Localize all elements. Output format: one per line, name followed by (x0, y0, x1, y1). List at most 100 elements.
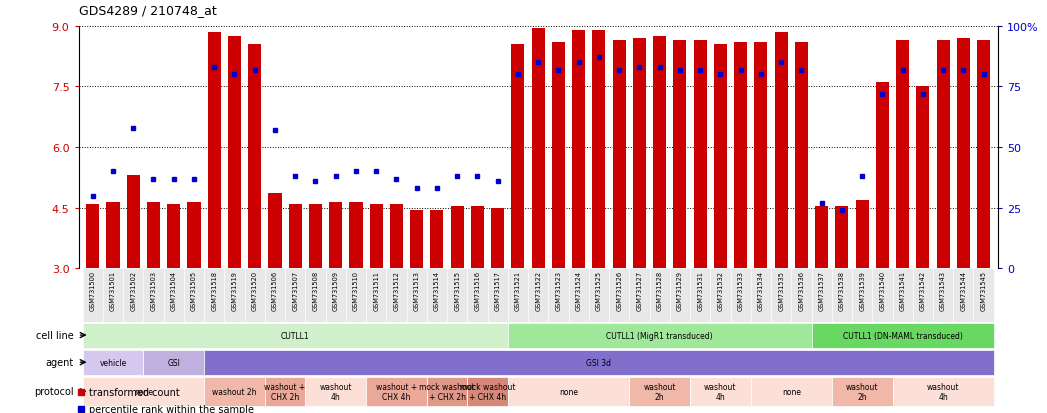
Bar (629, 268, 649, 322)
Bar (187, 202, 201, 268)
Bar (795, 43, 808, 268)
Text: GSM731520: GSM731520 (251, 270, 258, 310)
Bar (204, 377, 265, 406)
Bar (488, 268, 508, 322)
Text: GSM731514: GSM731514 (433, 270, 440, 310)
Bar (792, 268, 811, 322)
Text: GSM731516: GSM731516 (474, 270, 481, 310)
Bar (427, 377, 467, 406)
Bar (511, 45, 525, 268)
Bar (875, 83, 889, 268)
Bar (508, 268, 528, 322)
Text: GSM731513: GSM731513 (414, 270, 420, 310)
Bar (329, 202, 342, 268)
Bar (147, 202, 160, 268)
Bar (690, 377, 751, 406)
Bar (285, 268, 306, 322)
Text: GSM731500: GSM731500 (90, 270, 95, 310)
Text: agent: agent (46, 357, 74, 367)
Bar (346, 268, 366, 322)
Text: GSM731539: GSM731539 (860, 270, 865, 310)
Bar (771, 268, 792, 322)
Text: washout 2h: washout 2h (213, 387, 257, 396)
Bar (731, 268, 751, 322)
Text: CUTLL1 (DN-MAML transduced): CUTLL1 (DN-MAML transduced) (843, 331, 962, 340)
Bar (916, 87, 930, 268)
Bar (168, 204, 180, 268)
Bar (953, 268, 974, 322)
Text: GSM731526: GSM731526 (616, 270, 622, 310)
Bar (204, 268, 224, 322)
Bar (673, 41, 687, 268)
Bar (350, 202, 362, 268)
Text: washout +
CHX 4h: washout + CHX 4h (376, 382, 417, 401)
Bar (532, 29, 544, 268)
Text: GSM731517: GSM731517 (494, 270, 500, 310)
Text: GSM731542: GSM731542 (920, 270, 926, 310)
Text: GSM731502: GSM731502 (130, 270, 136, 310)
Text: GSM731521: GSM731521 (515, 270, 521, 310)
Bar (751, 377, 831, 406)
Bar (86, 204, 99, 268)
Bar (103, 268, 124, 322)
Text: GSM731541: GSM731541 (899, 270, 906, 310)
Text: washout
4h: washout 4h (319, 382, 352, 401)
Bar (855, 200, 869, 268)
Text: GSM731515: GSM731515 (454, 270, 461, 310)
Text: GSM731509: GSM731509 (333, 270, 338, 310)
Text: GSM731504: GSM731504 (171, 270, 177, 310)
Text: washout
4h: washout 4h (705, 382, 737, 401)
Text: GSI: GSI (168, 358, 180, 367)
Bar (892, 377, 994, 406)
Text: none: none (559, 387, 578, 396)
Bar (836, 206, 848, 268)
Bar (653, 37, 666, 268)
Text: GSM731503: GSM731503 (151, 270, 156, 310)
Bar (693, 41, 707, 268)
Text: GSM731527: GSM731527 (637, 270, 643, 310)
Bar (83, 323, 508, 348)
Bar (366, 268, 386, 322)
Text: GSM731525: GSM731525 (596, 270, 602, 310)
Bar (632, 39, 646, 268)
Text: GSM731501: GSM731501 (110, 270, 116, 310)
Bar (957, 39, 970, 268)
Bar (896, 41, 909, 268)
Text: cell line: cell line (37, 330, 74, 340)
Text: percentile rank within the sample: percentile rank within the sample (89, 404, 253, 413)
Bar (83, 377, 204, 406)
Bar (649, 268, 670, 322)
Bar (588, 268, 609, 322)
Bar (386, 268, 406, 322)
Text: CUTLL1 (MigR1 transduced): CUTLL1 (MigR1 transduced) (606, 331, 713, 340)
Bar (572, 31, 585, 268)
Text: CUTLL1: CUTLL1 (281, 331, 310, 340)
Bar (936, 41, 950, 268)
Bar (892, 268, 913, 322)
Bar (549, 268, 569, 322)
Bar (508, 323, 811, 348)
Bar (83, 268, 103, 322)
Bar (143, 268, 163, 322)
Bar (815, 206, 828, 268)
Text: washout +
CHX 2h: washout + CHX 2h (265, 382, 306, 401)
Bar (427, 268, 447, 322)
Bar (491, 208, 505, 268)
Bar (306, 268, 326, 322)
Bar (831, 268, 852, 322)
Text: washout
4h: washout 4h (927, 382, 959, 401)
Text: none: none (782, 387, 801, 396)
Text: GSM731543: GSM731543 (940, 270, 946, 310)
Text: GSM731508: GSM731508 (312, 270, 318, 310)
Bar (710, 268, 731, 322)
Text: GDS4289 / 210748_at: GDS4289 / 210748_at (79, 4, 217, 17)
Bar (184, 268, 204, 322)
Bar (366, 377, 427, 406)
Text: GSM731544: GSM731544 (960, 270, 966, 310)
Bar (204, 350, 994, 375)
Text: GSM731512: GSM731512 (394, 270, 399, 310)
Bar (811, 268, 831, 322)
Text: GSM731532: GSM731532 (717, 270, 723, 310)
Text: GSM731510: GSM731510 (353, 270, 359, 310)
Text: GSI 3d: GSI 3d (586, 358, 611, 367)
